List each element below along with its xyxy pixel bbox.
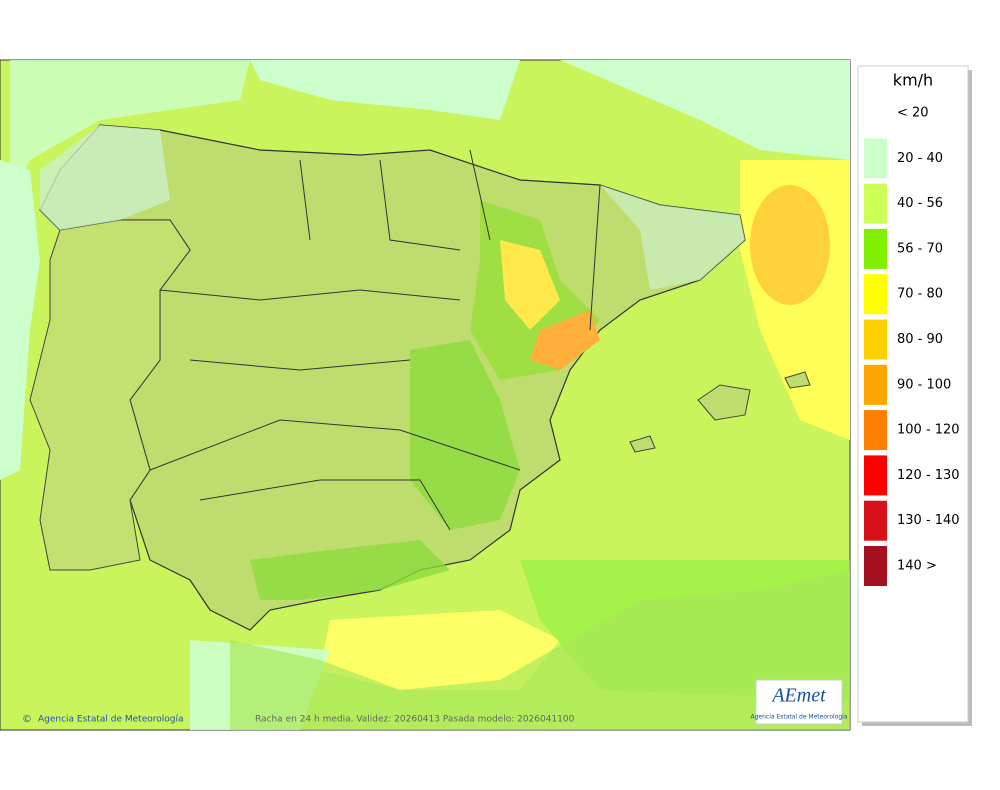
wind-zone <box>250 540 450 600</box>
sea-zone <box>10 60 250 200</box>
legend-swatch <box>864 364 887 405</box>
legend-label: 130 - 140 <box>897 513 960 528</box>
sea-zone <box>560 60 850 160</box>
land-portugal <box>29 219 191 571</box>
legend-swatch <box>864 183 887 224</box>
wind-zone <box>320 610 560 690</box>
legend-label: 80 - 90 <box>897 332 943 347</box>
legend-label: 120 - 130 <box>897 468 960 483</box>
region-borders <box>149 149 601 531</box>
land-ibiza <box>629 435 656 453</box>
land-mallorca <box>697 384 751 421</box>
legend-swatch <box>864 274 887 315</box>
legend-label: 70 - 80 <box>897 287 943 302</box>
legend-unit: km/h <box>893 71 933 90</box>
sea-zone <box>0 160 40 480</box>
wind-zone <box>530 310 600 370</box>
logo-subtitle: Agencia Estatal de Meteorología <box>751 714 848 721</box>
legend-swatch <box>864 410 887 451</box>
sea-zone <box>250 60 520 120</box>
legend-swatch <box>864 138 887 179</box>
legend-swatch <box>864 228 887 269</box>
legend-label: 90 - 100 <box>897 377 951 392</box>
low-wind-zone <box>40 125 170 230</box>
land-menorca <box>784 371 811 389</box>
legend: km/h < 20 20 - 40 40 - 56 56 - 70 70 - 80 80 … <box>857 65 972 726</box>
wind-zone <box>750 185 830 305</box>
map: © Agencia Estatal de Meteorología Racha … <box>0 59 851 731</box>
legend-label: < 20 <box>897 106 929 121</box>
credit: Agencia Estatal de Meteorología <box>38 715 184 725</box>
caption: Racha en 24 h media. Validez: 20260413 P… <box>255 715 575 725</box>
legend-label: 56 - 70 <box>897 241 943 256</box>
legend-label: 140 > <box>897 559 937 574</box>
legend-swatch <box>864 500 887 541</box>
legend-swatch <box>864 455 887 496</box>
legend-swatch <box>864 319 887 360</box>
logo-box <box>755 679 843 725</box>
wind-zone <box>410 340 520 530</box>
legend-swatch <box>864 546 887 586</box>
legend-label: 40 - 56 <box>897 196 943 211</box>
logo-name: AEmet <box>770 685 826 707</box>
copyright-symbol: © <box>22 714 32 725</box>
legend-label: 20 - 40 <box>897 151 943 166</box>
wind-zone <box>500 240 560 330</box>
legend-label: 100 - 120 <box>897 423 960 438</box>
low-wind-zone <box>600 185 745 290</box>
land-africa <box>230 570 850 730</box>
